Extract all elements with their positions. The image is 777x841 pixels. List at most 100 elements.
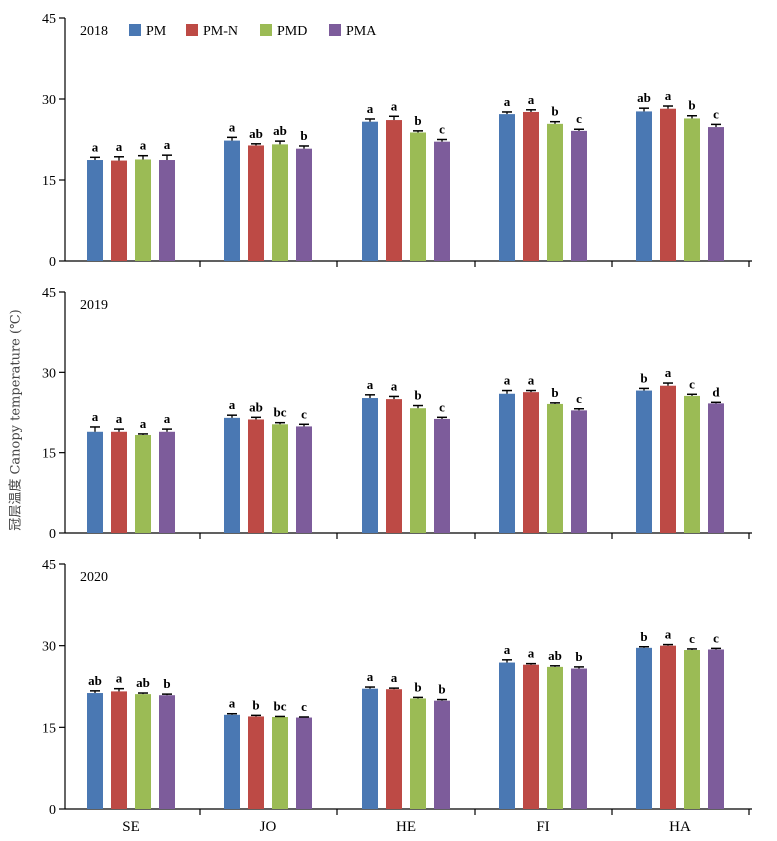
bar: [159, 695, 175, 809]
bar: [636, 390, 652, 533]
x-category-label: JO: [260, 819, 277, 835]
significance-letter: b: [438, 682, 445, 697]
significance-letter: a: [504, 373, 511, 388]
x-category-label: SE: [122, 819, 140, 835]
bar: [523, 111, 539, 262]
significance-letter: c: [713, 106, 719, 121]
y-tick-label: 30: [42, 640, 56, 655]
bar: [135, 694, 151, 809]
bar: [386, 120, 402, 261]
significance-letter: c: [576, 111, 582, 126]
significance-letter: bc: [274, 698, 287, 713]
significance-letter: a: [164, 137, 171, 152]
bar: [499, 662, 515, 809]
significance-letter: a: [229, 119, 236, 134]
bar: [135, 434, 151, 533]
significance-letter: a: [391, 670, 398, 685]
significance-letter: ab: [273, 123, 287, 138]
significance-letter: b: [551, 104, 558, 119]
y-tick-label: 0: [49, 255, 56, 270]
significance-letter: ab: [88, 673, 102, 688]
bar: [111, 431, 127, 533]
significance-letter: c: [301, 406, 307, 421]
bar: [272, 424, 288, 533]
significance-letter: c: [576, 391, 582, 406]
significance-letter: bc: [274, 405, 287, 420]
bar: [410, 698, 426, 809]
panel-year-label: 2018: [80, 24, 108, 39]
bar: [87, 693, 103, 809]
bar: [362, 398, 378, 533]
bar: [660, 108, 676, 261]
significance-letter: b: [551, 385, 558, 400]
bar: [224, 140, 240, 261]
legend-swatch: [129, 24, 141, 36]
bar: [571, 130, 587, 261]
significance-letter: b: [300, 128, 307, 143]
bar: [386, 399, 402, 533]
bar: [684, 650, 700, 809]
significance-letter: b: [640, 629, 647, 644]
bar: [684, 118, 700, 261]
significance-letter: a: [528, 373, 535, 388]
bar: [296, 426, 312, 533]
bar: [684, 395, 700, 533]
significance-letter: b: [163, 676, 170, 691]
significance-letter: a: [116, 411, 123, 426]
significance-letter: ab: [637, 90, 651, 105]
significance-letter: a: [504, 94, 511, 109]
bar: [224, 417, 240, 533]
legend-label: PM: [146, 24, 167, 39]
bar: [135, 159, 151, 261]
bar: [434, 700, 450, 809]
legend-label: PM-N: [203, 24, 238, 39]
significance-letter: b: [252, 697, 259, 712]
significance-letter: a: [116, 139, 123, 154]
legend-swatch: [260, 24, 272, 36]
y-axis-label: 冠层温度 Canopy temperature (℃): [8, 309, 24, 531]
bar: [87, 431, 103, 533]
significance-letter: b: [414, 388, 421, 403]
bar: [708, 649, 724, 809]
bar: [571, 668, 587, 809]
significance-letter: a: [164, 411, 171, 426]
bar: [296, 717, 312, 809]
significance-letter: b: [414, 113, 421, 128]
significance-letter: a: [504, 642, 511, 657]
significance-letter: c: [439, 122, 445, 137]
bar: [159, 160, 175, 261]
significance-letter: c: [689, 376, 695, 391]
significance-letter: a: [92, 409, 99, 424]
bar: [386, 689, 402, 809]
significance-letter: a: [229, 696, 236, 711]
significance-letter: a: [665, 627, 672, 642]
significance-letter: b: [688, 98, 695, 113]
bar: [410, 408, 426, 533]
legend-swatch: [186, 24, 198, 36]
significance-letter: a: [140, 138, 147, 153]
bar: [434, 418, 450, 533]
y-tick-label: 30: [42, 366, 56, 381]
significance-letter: a: [391, 378, 398, 393]
bar: [248, 145, 264, 261]
bar: [636, 647, 652, 809]
significance-letter: c: [439, 399, 445, 414]
bar: [224, 714, 240, 809]
bar: [272, 144, 288, 261]
legend-label: PMD: [277, 24, 307, 39]
panel-year-label: 2019: [80, 298, 108, 313]
significance-letter: a: [367, 377, 374, 392]
significance-letter: b: [640, 370, 647, 385]
x-category-label: HA: [669, 819, 691, 835]
significance-letter: a: [116, 671, 123, 686]
bar: [708, 127, 724, 261]
significance-letter: c: [713, 630, 719, 645]
y-tick-label: 15: [42, 174, 56, 189]
significance-letter: b: [575, 649, 582, 664]
bar: [660, 385, 676, 533]
significance-letter: a: [528, 646, 535, 661]
y-tick-label: 45: [42, 12, 56, 27]
significance-letter: ab: [548, 648, 562, 663]
bar: [159, 431, 175, 533]
